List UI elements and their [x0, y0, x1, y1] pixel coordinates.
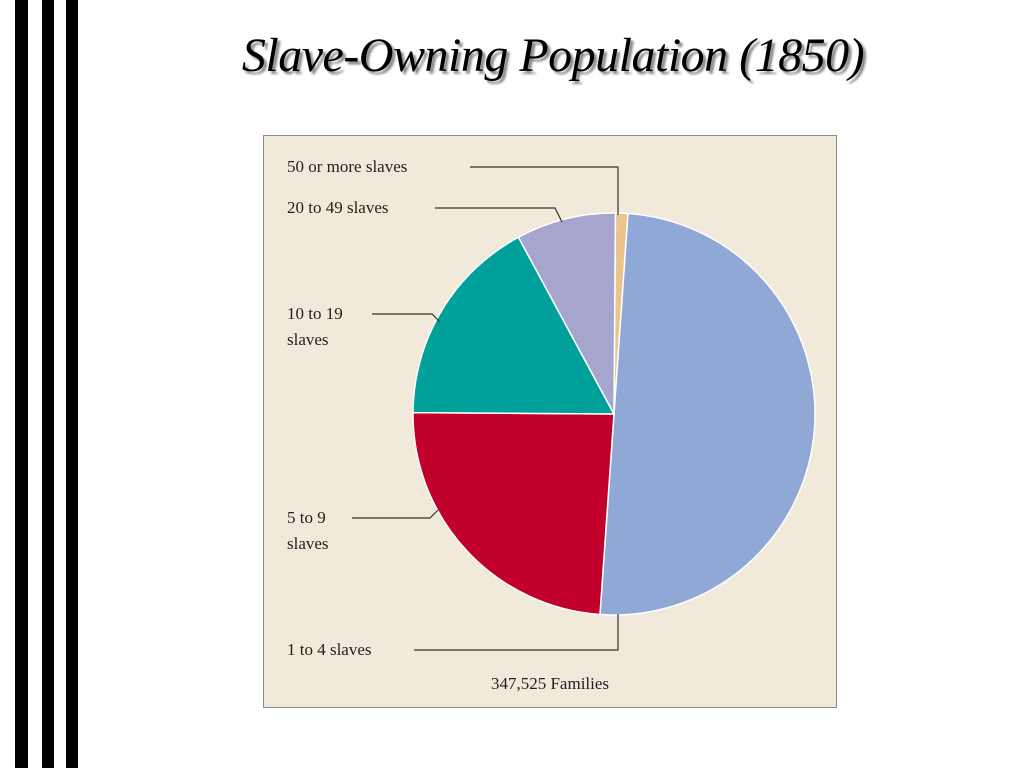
pie-slice [412, 236, 616, 415]
leader-line [352, 509, 439, 519]
leader-line [470, 166, 619, 215]
caption: 347,525 Families [490, 674, 610, 693]
stripe [66, 0, 78, 768]
pie-slice [599, 212, 816, 616]
leader-line [414, 614, 619, 651]
pie-slice [517, 212, 617, 415]
slide-title: Slave-Owning Population (1850) [241, 29, 865, 82]
slice-label: 1 to 4 slaves [287, 640, 372, 659]
stripe [15, 0, 28, 768]
slice-label: 10 to 19 slaves [287, 304, 343, 349]
leader-line [435, 207, 563, 223]
pie-slice [412, 411, 615, 616]
slice-label: 5 to 9 slaves [287, 508, 329, 553]
leader-line [372, 313, 441, 323]
stripe [42, 0, 54, 768]
slice-label: 50 or more slaves [287, 157, 408, 176]
slice-label: 20 to 49 slaves [287, 198, 389, 217]
